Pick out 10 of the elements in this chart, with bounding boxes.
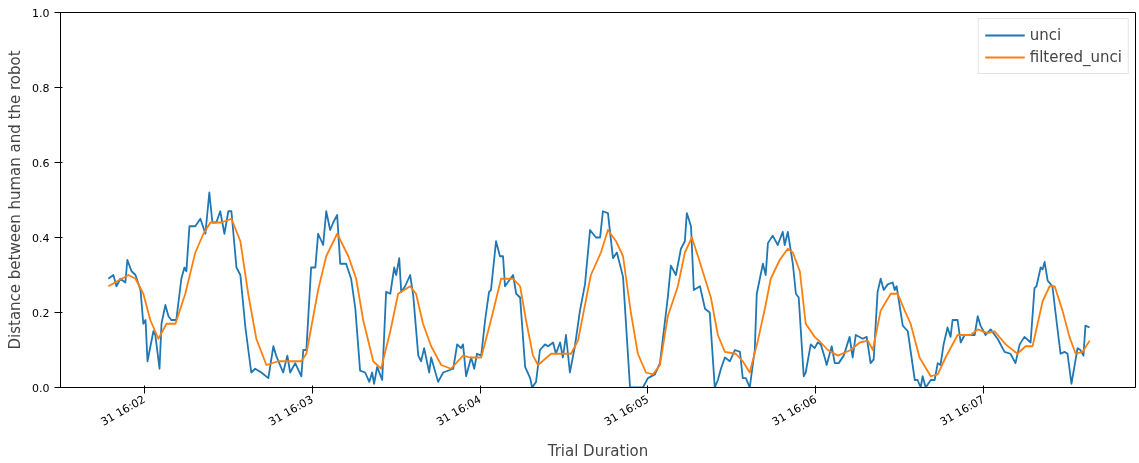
y-tick-label: 1.0 xyxy=(32,6,50,20)
y-tick-label: 0.4 xyxy=(32,231,50,245)
y-tick-label: 0.6 xyxy=(32,156,50,170)
y-tick-label: 0.8 xyxy=(32,81,50,95)
y-tick-label: 0.0 xyxy=(32,381,50,395)
y-axis-title: Distance between human and the robot xyxy=(6,50,25,350)
y-tick-label: 0.2 xyxy=(32,306,50,320)
x-axis-title: Trial Duration xyxy=(546,442,649,461)
legend-label: filtered_unci xyxy=(1029,48,1122,66)
legend-label: unci xyxy=(1029,26,1062,44)
